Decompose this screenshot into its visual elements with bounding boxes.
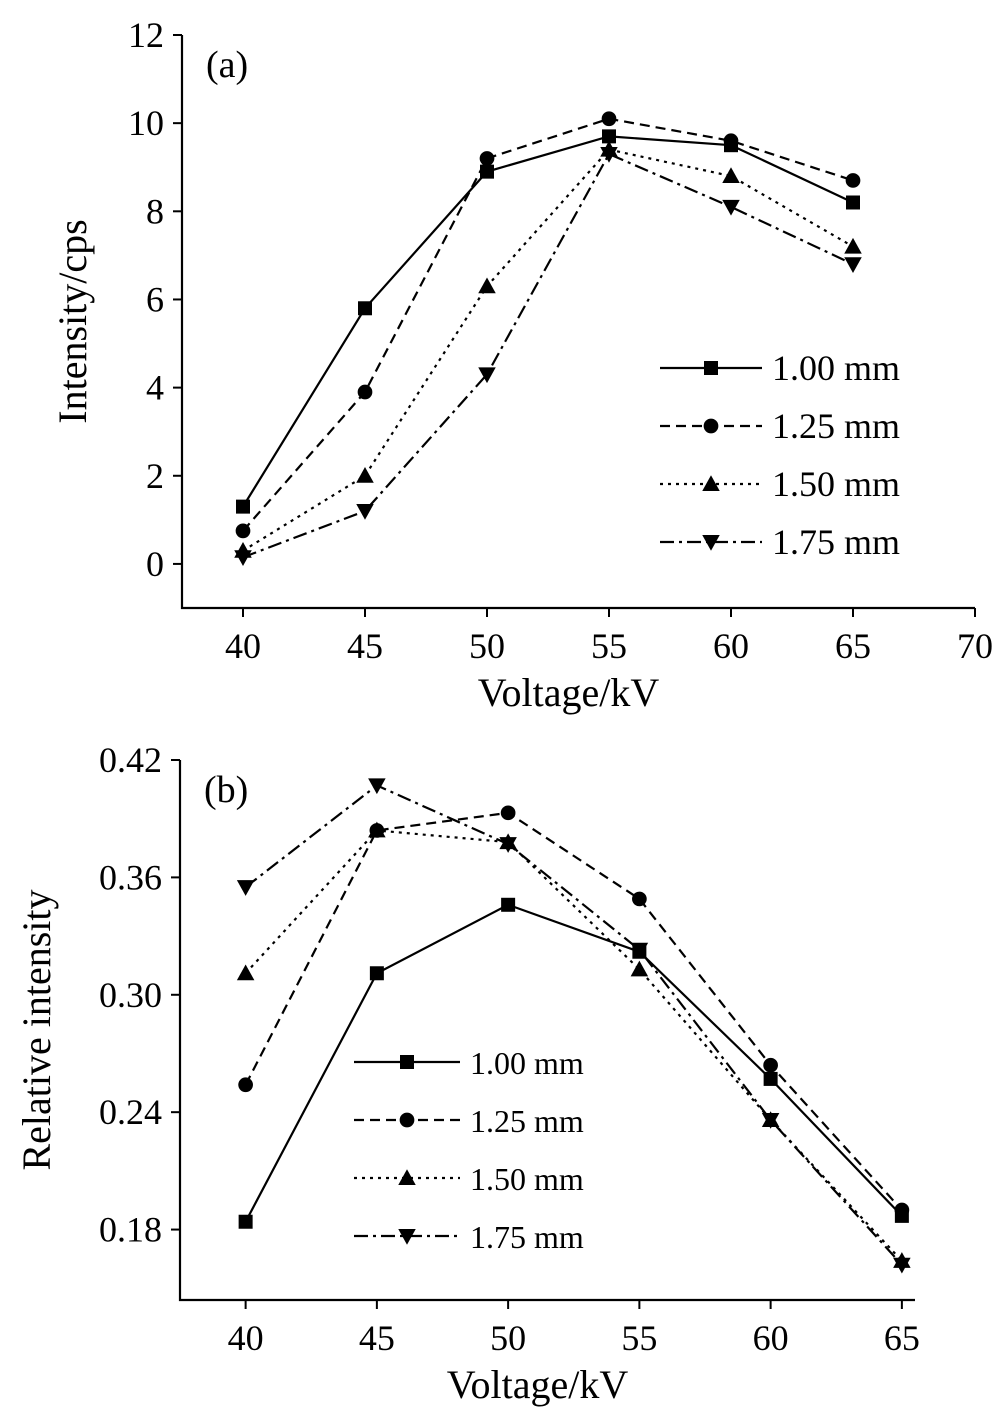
series-1-point — [235, 523, 251, 539]
legend-marker — [398, 1229, 416, 1245]
series-1-point — [479, 151, 495, 166]
legend-marker — [703, 418, 719, 434]
x-tick-label: 60 — [753, 1318, 789, 1358]
y-tick-label: 0.36 — [99, 857, 162, 897]
series-3-point — [844, 257, 862, 273]
series-0-point — [763, 1071, 778, 1086]
series-1-point — [894, 1202, 910, 1218]
legend-label: 1.75 mm — [470, 1219, 584, 1255]
x-tick-label: 65 — [884, 1318, 920, 1358]
series-3-point — [761, 1113, 780, 1129]
legend-label: 1.50 mm — [470, 1161, 584, 1197]
series-3-point — [478, 367, 496, 384]
x-tick-label: 50 — [469, 626, 505, 666]
series-line-1 — [242, 117, 854, 532]
legend-label: 1.00 mm — [772, 348, 900, 388]
x-tick-label: 40 — [225, 626, 261, 666]
series-line-2 — [244, 829, 903, 1262]
chart-panel-a: 40 45 50 55 60 65 70 0 2 4 6 8 10 12 Voltage/kV Intensi… — [50, 15, 993, 715]
x-tick-label: 40 — [228, 1318, 264, 1358]
series-2-point — [478, 277, 496, 294]
series-0-point — [236, 499, 250, 514]
legend-label: 1.50 mm — [772, 464, 900, 504]
series-line-2 — [242, 148, 854, 552]
x-tick-label: 60 — [713, 626, 749, 666]
series-1-point — [723, 133, 739, 149]
legend-marker — [702, 535, 720, 551]
panel-label: (a) — [206, 44, 248, 86]
series-1-point — [845, 173, 861, 188]
chart-panel-b: 40 45 50 55 60 65 0.18 0.24 0.30 0.36 0.42 Voltage/… — [14, 740, 920, 1407]
series-1-point — [601, 111, 617, 127]
series-3-point — [499, 837, 517, 853]
series-line-3 — [244, 784, 903, 1266]
x-axis-title: Voltage/kV — [478, 670, 660, 715]
x-tick-label: 50 — [490, 1318, 526, 1358]
legend-label: 1.00 mm — [470, 1045, 584, 1081]
y-tick-label: 0.42 — [99, 740, 162, 780]
x-axis-title: Voltage/kV — [447, 1362, 629, 1407]
series-line-1 — [244, 811, 903, 1211]
series-2-point — [844, 237, 862, 254]
legend-marker — [702, 475, 720, 491]
series-3-point — [722, 199, 740, 216]
legend-marker — [398, 1169, 416, 1185]
series-line-0 — [244, 903, 903, 1223]
panel-label: (b) — [204, 769, 248, 811]
y-tick-label: 0 — [146, 544, 164, 584]
y-tick-label: 2 — [146, 456, 164, 496]
y-tick-label: 6 — [146, 279, 164, 319]
series-1-point — [632, 891, 647, 907]
series-1-point — [500, 805, 516, 821]
y-tick-label: 4 — [146, 368, 164, 408]
legend-marker — [400, 1055, 414, 1069]
series-3-point — [236, 880, 255, 896]
series-2-point — [368, 821, 386, 838]
series-0-point — [369, 966, 384, 981]
y-tick-label: 0.24 — [99, 1092, 162, 1132]
series-3-point — [630, 942, 649, 959]
series-2-point — [630, 960, 649, 977]
legend-marker — [399, 1112, 415, 1128]
series-0-point — [238, 1214, 253, 1229]
series-1-point — [763, 1057, 778, 1073]
y-axis-title: Intensity/cps — [50, 219, 95, 423]
series-0-point — [846, 195, 860, 210]
y-tick-label: 0.18 — [99, 1210, 162, 1250]
series-3-point — [356, 504, 374, 520]
series-3-point — [893, 1257, 911, 1274]
series-3-point — [368, 778, 386, 795]
series-2-point — [236, 964, 255, 981]
series-2-point — [722, 167, 740, 184]
y-tick-label: 12 — [128, 15, 164, 55]
series-0-point — [358, 301, 372, 316]
x-tick-label: 70 — [957, 626, 993, 666]
series-2-point — [356, 467, 374, 483]
series-0-point — [602, 129, 616, 144]
x-tick-label: 55 — [621, 1318, 657, 1358]
series-line-0 — [242, 135, 854, 508]
x-tick-label: 65 — [835, 626, 871, 666]
series-1-point — [238, 1077, 253, 1093]
x-tick-label: 55 — [591, 626, 627, 666]
y-tick-label: 0.30 — [99, 975, 162, 1015]
series-0-point — [480, 164, 494, 179]
series-line-3 — [242, 152, 854, 559]
series-3-point — [234, 550, 252, 567]
legend-label: 1.75 mm — [772, 522, 900, 562]
axes-frame — [178, 760, 915, 1302]
y-tick-label: 8 — [146, 191, 164, 231]
series-3-point — [600, 147, 618, 163]
legend-label: 1.25 mm — [772, 406, 900, 446]
series-1-point — [357, 384, 373, 400]
legend-marker — [704, 361, 718, 375]
series-0-point — [501, 897, 516, 912]
y-tick-label: 10 — [128, 103, 164, 143]
legend-label: 1.25 mm — [470, 1103, 584, 1139]
x-tick-label: 45 — [359, 1318, 395, 1358]
axes-frame — [180, 35, 975, 610]
x-tick-label: 45 — [347, 626, 383, 666]
y-axis-title: Relative intensity — [14, 889, 59, 1170]
